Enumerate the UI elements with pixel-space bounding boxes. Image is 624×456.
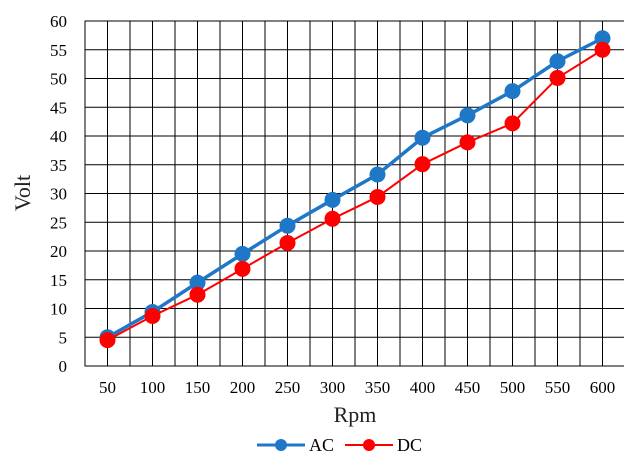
legend: AC DC — [257, 435, 422, 455]
data-point-dc — [369, 188, 386, 205]
data-point-dc — [549, 69, 566, 86]
plot-frame — [84, 20, 624, 367]
x-tick-label: 100 — [140, 378, 166, 397]
x-tick-label: 350 — [365, 378, 391, 397]
data-point-dc — [324, 210, 341, 227]
x-tick-label: 150 — [185, 378, 211, 397]
legend-ac-label: AC — [309, 435, 334, 455]
data-point-dc — [594, 41, 611, 58]
data-point-ac — [504, 83, 521, 100]
data-point-ac — [459, 107, 476, 124]
y-tick-label: 20 — [50, 242, 67, 261]
y-tick-label: 25 — [50, 213, 67, 232]
y-tick-label: 40 — [50, 127, 67, 146]
data-point-ac — [369, 166, 386, 183]
data-point-ac — [189, 274, 206, 291]
data-point-ac — [549, 53, 566, 70]
legend-dc-marker — [363, 439, 375, 451]
x-tick-label: 600 — [590, 378, 616, 397]
data-point-dc — [99, 332, 116, 349]
x-tick-label: 250 — [275, 378, 301, 397]
data-point-dc — [189, 286, 206, 303]
legend-dc-label: DC — [397, 435, 422, 455]
x-axis-ticks: 50 100 150 200 250 300 350 400 450 500 550 600 — [99, 378, 615, 397]
x-tick-label: 200 — [230, 378, 256, 397]
x-tick-label: 450 — [455, 378, 481, 397]
data-point-dc — [459, 134, 476, 151]
data-point-dc — [234, 260, 251, 277]
data-point-dc — [279, 234, 296, 251]
y-tick-label: 35 — [50, 156, 67, 175]
data-point-dc — [504, 115, 521, 132]
data-point-ac — [279, 217, 296, 234]
y-axis-title: Volt — [10, 175, 35, 211]
y-axis-ticks: 0 5 10 15 20 25 30 35 40 45 50 55 60 — [50, 12, 67, 376]
y-tick-label: 55 — [50, 41, 67, 60]
data-point-ac — [324, 191, 341, 208]
data-point-dc — [144, 307, 161, 324]
y-tick-label: 60 — [50, 12, 67, 31]
series-dc — [99, 41, 611, 349]
series — [99, 30, 611, 349]
data-point-ac — [234, 245, 251, 262]
data-point-ac — [414, 129, 431, 146]
y-tick-label: 15 — [50, 271, 67, 290]
legend-ac-marker — [275, 439, 287, 451]
x-tick-label: 550 — [545, 378, 571, 397]
x-tick-label: 500 — [500, 378, 526, 397]
y-tick-label: 5 — [59, 328, 68, 347]
y-tick-label: 45 — [50, 98, 67, 117]
x-tick-label: 400 — [410, 378, 436, 397]
series-ac-line — [106, 36, 604, 339]
series-dc-line — [107, 48, 604, 342]
data-point-dc — [414, 156, 431, 173]
y-tick-label: 10 — [50, 300, 67, 319]
x-axis-title: Rpm — [334, 402, 377, 427]
y-tick-label: 30 — [50, 185, 67, 204]
x-tick-label: 300 — [320, 378, 346, 397]
data-point-ac — [594, 30, 611, 47]
x-tick-label: 50 — [99, 378, 116, 397]
y-tick-label: 0 — [59, 357, 68, 376]
y-tick-label: 50 — [50, 70, 67, 89]
